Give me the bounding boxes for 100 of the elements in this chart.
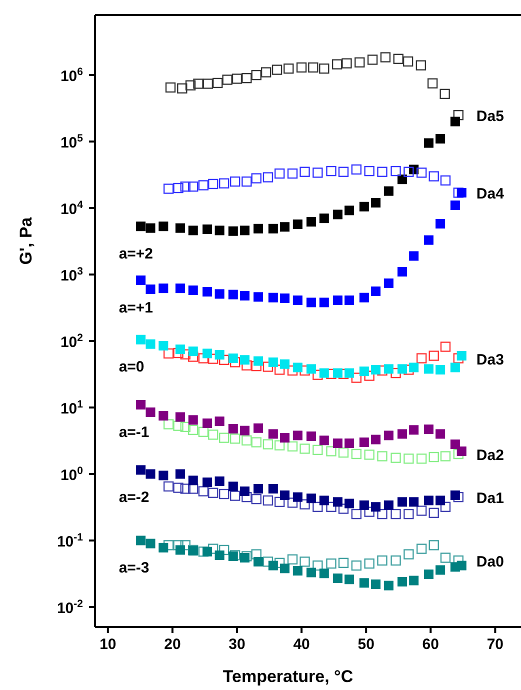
point [371,502,381,512]
y-tick-label: 10$^{4}$ [60,199,84,218]
point [202,546,212,556]
point [188,286,198,296]
point [202,287,212,297]
point [188,476,198,486]
point [364,558,374,569]
point [344,206,354,216]
point [287,441,298,452]
point [214,416,224,426]
point [364,166,374,176]
x-tick-label: 30 [228,636,246,653]
point [175,344,185,354]
point [306,431,316,441]
point [312,560,323,571]
point [450,116,460,126]
point [198,486,209,496]
point [254,484,264,494]
point [274,440,285,450]
point [409,251,419,261]
point [163,419,174,430]
point [188,346,198,356]
point [173,420,184,431]
series-label: Da3 [476,351,504,368]
point [453,110,464,120]
point [440,451,451,462]
point [436,219,446,229]
point [280,222,290,232]
point [146,284,156,294]
point [404,166,414,177]
point [193,78,204,89]
point [274,364,285,375]
point [292,362,302,372]
point [136,222,146,232]
point [424,138,434,148]
point [312,168,323,178]
point [218,432,230,443]
point [240,290,250,300]
point [351,508,362,520]
point [242,435,252,446]
point [456,446,466,456]
point [240,553,250,563]
x-tick-label: 70 [486,636,504,653]
point [450,362,460,372]
point [175,412,185,422]
point [344,574,354,584]
point [214,289,224,299]
series-label: Da2 [476,446,504,464]
point [136,334,146,344]
point [292,220,302,230]
point [453,492,464,502]
x-tick-label: 50 [358,636,374,653]
point [165,82,176,93]
point [364,450,374,460]
point [198,546,209,557]
point [136,536,146,546]
point [371,286,381,296]
point [384,364,394,374]
point [280,433,290,443]
point [292,492,302,502]
point [319,298,329,308]
point [262,172,274,182]
point [158,340,168,350]
point [262,495,274,506]
point [344,296,354,306]
point [212,78,223,88]
point [228,354,238,364]
point [440,342,451,352]
point [251,173,262,184]
point [424,496,434,506]
point [436,496,446,506]
point [300,444,310,454]
point [306,494,316,504]
x-tick-label: 60 [422,636,439,653]
y-tick-label: 10$^{2}$ [60,332,84,352]
point [146,407,156,417]
point [390,368,401,378]
point [188,182,198,192]
point [326,558,336,569]
point [404,549,414,560]
point [208,430,218,440]
point [188,424,198,436]
point [262,362,274,372]
point [254,292,264,302]
point [242,72,252,84]
point [384,580,394,590]
series-label: a=+2 [118,245,154,262]
point [202,348,212,358]
point [230,176,240,187]
point [338,504,349,514]
point [218,178,230,188]
point [359,578,369,588]
point [409,362,419,372]
point [332,296,342,306]
point [185,80,196,90]
point [136,276,146,286]
x-tick-label: 20 [164,636,181,653]
point [260,67,272,78]
point [308,62,318,73]
point [272,64,282,75]
